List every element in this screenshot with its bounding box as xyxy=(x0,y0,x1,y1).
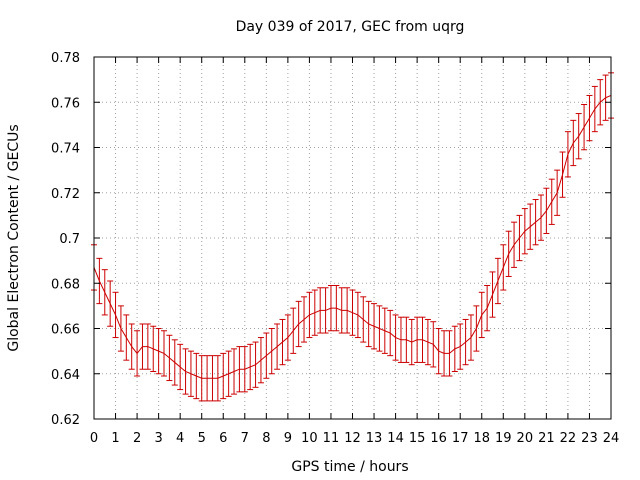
series-line xyxy=(93,94,612,379)
x-tick-label: 5 xyxy=(198,431,206,446)
y-tick-label: 0.66 xyxy=(51,323,80,338)
y-tick-label: 0.78 xyxy=(51,51,80,66)
x-tick-label: 9 xyxy=(284,431,292,446)
x-tick-label: 19 xyxy=(495,431,512,446)
y-tick-label: 0.74 xyxy=(51,142,80,157)
grid-lines xyxy=(94,57,611,419)
x-tick-label: 13 xyxy=(366,431,383,446)
x-tick-label: 3 xyxy=(154,431,162,446)
x-tick-label: 7 xyxy=(241,431,249,446)
y-tick-label: 0.62 xyxy=(51,413,80,428)
x-tick-label: 22 xyxy=(560,431,577,446)
y-tick-label: 0.68 xyxy=(51,277,80,292)
y-tick-label: 0.7 xyxy=(59,232,80,247)
x-axis-label: GPS time / hours xyxy=(291,459,408,475)
y-axis-label: Global Electron Content / GECUs xyxy=(6,124,22,351)
x-tick-labels: 0 1 2 3 4 5 6 7 8 9 10 11 12 13 14 15 16 17 18 19 20 21 22 23 24 xyxy=(90,431,619,446)
x-tick-label: 2 xyxy=(133,431,141,446)
y-tick-label: 0.64 xyxy=(51,368,80,383)
x-tick-label: 6 xyxy=(219,431,227,446)
y-tick-label: 0.72 xyxy=(51,187,80,202)
x-tick-label: 23 xyxy=(581,431,598,446)
x-tick-label: 10 xyxy=(301,431,318,446)
x-tick-label: 15 xyxy=(409,431,426,446)
x-tick-label: 18 xyxy=(473,431,490,446)
x-tick-label: 16 xyxy=(430,431,447,446)
x-tick-label: 24 xyxy=(603,431,620,446)
y-tick-labels: 0.62 0.64 0.66 0.68 0.7 0.72 0.74 0.76 0.78 xyxy=(51,51,80,428)
x-tick-label: 21 xyxy=(538,431,555,446)
x-tick-label: 14 xyxy=(387,431,404,446)
x-tick-label: 0 xyxy=(90,431,98,446)
x-tick-label: 17 xyxy=(452,431,469,446)
x-tick-label: 12 xyxy=(344,431,361,446)
x-tick-label: 20 xyxy=(517,431,534,446)
tick-marks xyxy=(93,56,612,420)
y-tick-label: 0.76 xyxy=(51,96,80,111)
x-tick-label: 4 xyxy=(176,431,184,446)
x-tick-label: 1 xyxy=(111,431,119,446)
chart-title: Day 039 of 2017, GEC from uqrg xyxy=(236,19,465,35)
x-tick-label: 11 xyxy=(323,431,340,446)
x-tick-label: 8 xyxy=(262,431,270,446)
